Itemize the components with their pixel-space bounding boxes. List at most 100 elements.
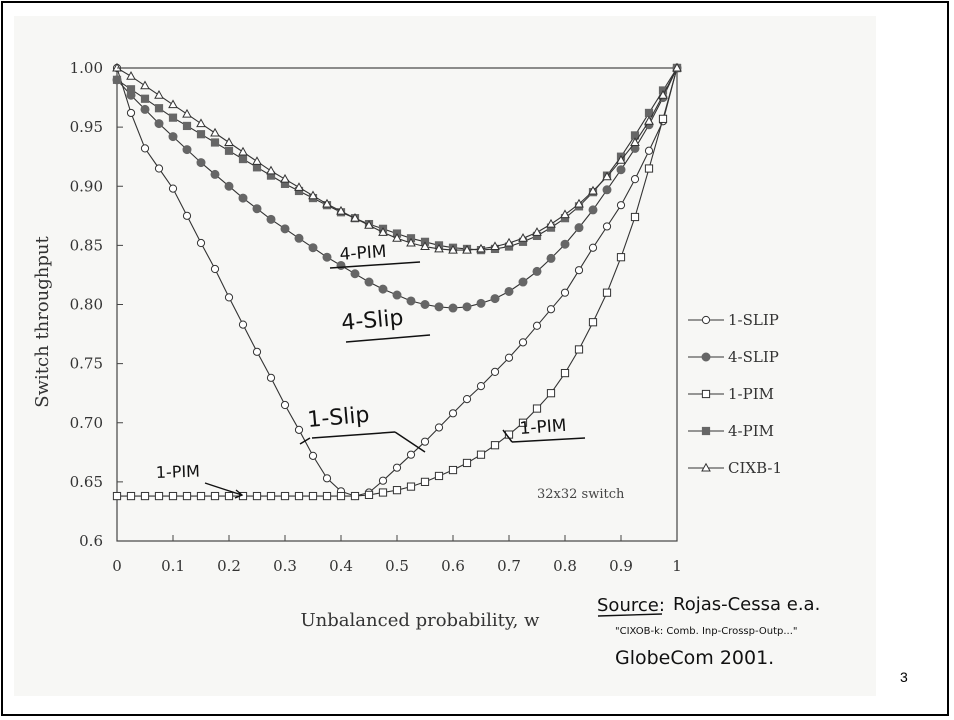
data-point <box>434 423 444 432</box>
x-tick-label: 0.4 <box>329 557 353 575</box>
data-point <box>616 155 626 164</box>
data-point <box>644 146 654 155</box>
data-point <box>168 99 178 109</box>
y-tick-label: 0.90 <box>70 177 103 195</box>
data-point <box>476 381 486 391</box>
data-point <box>294 491 304 501</box>
data-point <box>476 298 486 308</box>
data-point <box>644 164 654 173</box>
data-point <box>518 233 528 242</box>
data-point <box>672 62 682 72</box>
legend-item: 4-SLIP <box>688 348 779 366</box>
data-point <box>168 491 178 501</box>
data-point <box>532 404 542 413</box>
data-point <box>434 243 444 253</box>
data-point <box>378 488 388 497</box>
data-point <box>196 158 206 168</box>
data-point <box>112 62 122 72</box>
x-tick-label: 0.1 <box>161 557 185 575</box>
data-point <box>504 286 514 296</box>
data-point <box>182 121 192 131</box>
hand-label-1pim-left: 1-PIM <box>155 461 200 482</box>
data-point <box>364 490 374 499</box>
data-point <box>532 321 542 330</box>
x-tick-label: 0.5 <box>385 557 409 575</box>
data-point <box>238 154 248 164</box>
data-point <box>322 198 332 208</box>
data-point <box>266 165 276 175</box>
legend-item: CIXB-1 <box>688 459 782 477</box>
data-point <box>588 185 598 195</box>
y-tick-label: 0.70 <box>70 414 103 432</box>
data-point <box>490 441 500 450</box>
data-point <box>574 345 584 354</box>
data-point <box>210 169 220 179</box>
data-point <box>140 104 150 114</box>
hand-arrow-1pim-right <box>502 429 513 443</box>
legend-label: CIXB-1 <box>728 459 782 477</box>
data-point <box>406 296 416 306</box>
series-1-pim <box>112 63 682 501</box>
data-point <box>448 244 458 254</box>
data-point <box>406 450 416 459</box>
data-point <box>196 491 206 501</box>
data-point <box>560 368 570 378</box>
data-point <box>420 300 430 309</box>
data-point <box>644 115 654 125</box>
data-point <box>476 450 486 459</box>
data-point <box>154 119 164 129</box>
y-tick-label: 1.00 <box>70 59 103 77</box>
data-point <box>462 244 472 254</box>
data-point <box>280 491 290 501</box>
data-point <box>490 367 500 377</box>
data-point <box>364 220 374 229</box>
series-cixb-1 <box>112 62 682 254</box>
data-point <box>252 491 262 501</box>
series-1-slip <box>112 63 682 501</box>
data-point <box>630 175 640 184</box>
data-point <box>224 146 234 155</box>
data-point <box>238 193 248 203</box>
data-point <box>518 418 528 427</box>
data-point <box>252 156 262 165</box>
hand-source-label: Source: <box>597 595 665 616</box>
legend-label: 1-PIM <box>728 385 774 403</box>
data-point <box>448 465 458 475</box>
data-point <box>308 451 318 460</box>
data-point <box>546 253 556 263</box>
data-point <box>154 104 164 113</box>
data-point <box>322 474 332 483</box>
data-point <box>616 253 626 262</box>
data-point <box>182 108 192 118</box>
data-point <box>154 89 164 99</box>
data-point <box>546 305 556 314</box>
data-point <box>196 118 206 128</box>
data-point <box>224 491 234 501</box>
hand-underline-1slip <box>311 431 396 439</box>
data-point <box>196 238 206 248</box>
data-point <box>280 400 290 410</box>
data-point <box>462 395 472 404</box>
data-point <box>476 243 486 253</box>
data-point <box>252 204 262 214</box>
data-point <box>616 165 626 175</box>
y-tick-label: 0.95 <box>70 118 103 136</box>
data-point <box>392 486 402 495</box>
data-point <box>126 85 136 94</box>
data-point <box>462 458 472 468</box>
data-point <box>168 113 178 122</box>
data-point <box>392 290 402 300</box>
data-point <box>448 303 458 313</box>
hand-arrow-1slip-left <box>299 437 311 445</box>
data-point <box>126 491 136 501</box>
data-point <box>434 302 444 312</box>
data-point <box>560 209 570 219</box>
x-tick-label: 0.3 <box>273 557 297 575</box>
data-point <box>504 237 514 247</box>
x-tick-label: 0.7 <box>497 557 521 575</box>
legend-item: 1-SLIP <box>688 311 779 329</box>
data-point <box>574 266 584 275</box>
data-point <box>701 352 711 362</box>
data-point <box>140 144 150 153</box>
